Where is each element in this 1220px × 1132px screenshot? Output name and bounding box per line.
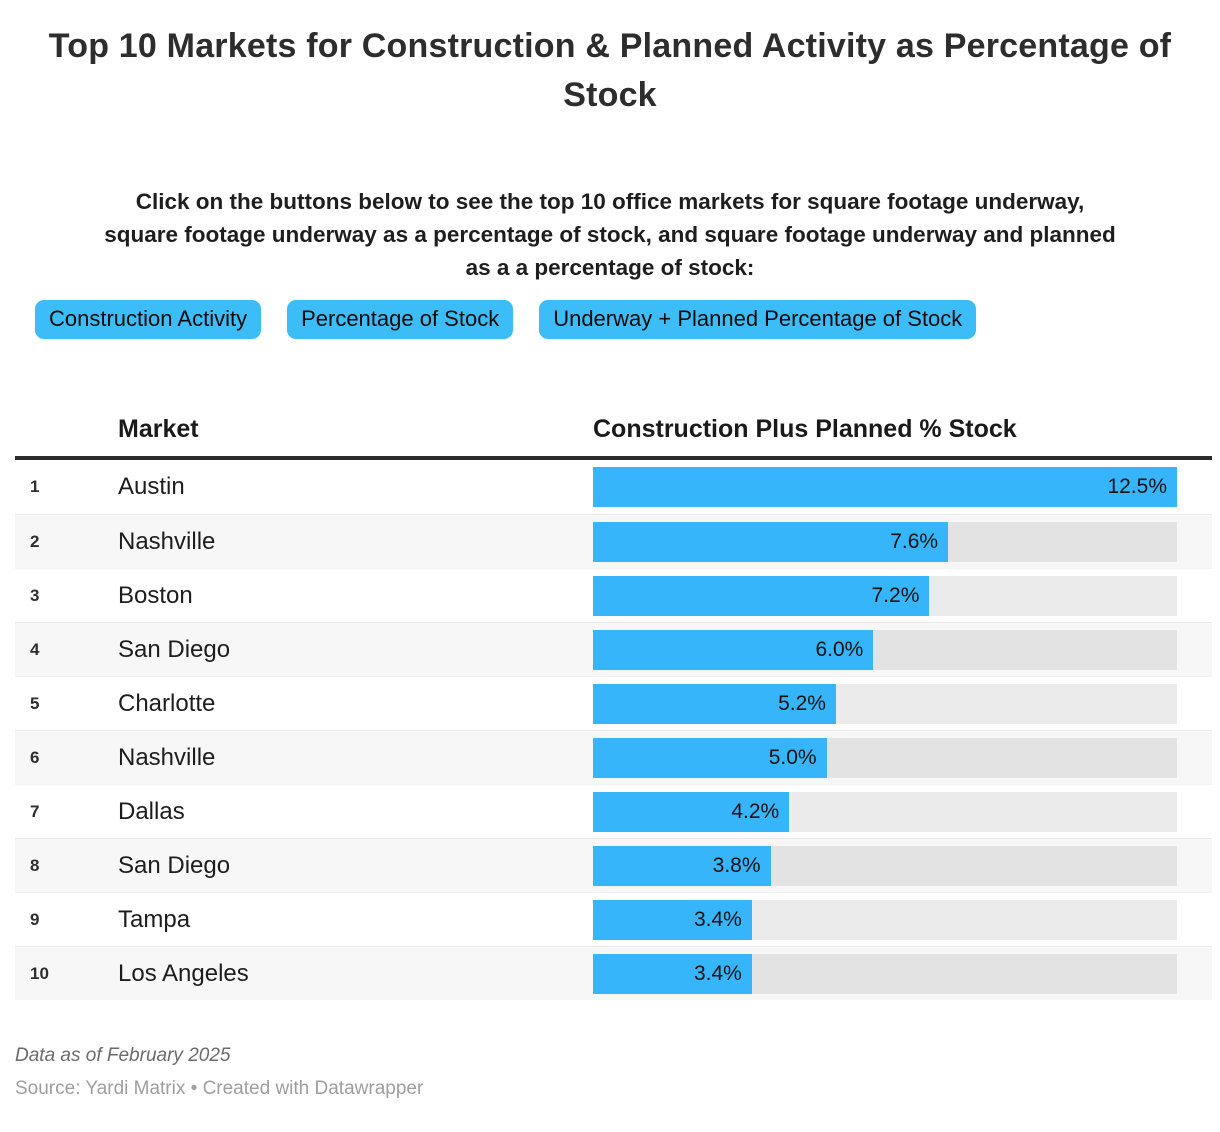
row-rank: 8 [30,855,40,875]
value-bar: 7.2% [593,575,930,616]
column-header-value: Construction Plus Planned % Stock [593,415,1017,444]
bar-track: 6.0% [593,629,1177,670]
bar-value-label: 5.2% [778,691,826,715]
value-bar: 6.0% [593,629,874,670]
bar-track: 3.4% [593,953,1177,994]
metric-button-group: Construction Activity Percentage of Stoc… [35,300,1220,340]
table-row: 5 Charlotte 5.2% [15,676,1212,730]
bar-track: 5.0% [593,737,1177,778]
footer-source: Source: Yardi Matrix • Created with Data… [15,1078,424,1100]
bar-value-label: 7.6% [890,529,939,553]
datawrapper-bar-table: Top 10 Markets for Construction & Planne… [0,22,1220,1132]
row-rank: 3 [30,585,40,605]
table-row: 1 Austin 12.5% [15,460,1212,514]
value-bar: 4.2% [593,791,790,832]
bar-value-label: 7.2% [871,583,920,607]
value-bar: 12.5% [593,467,1177,508]
table-row: 9 Tampa 3.4% [15,892,1212,946]
row-rank: 5 [30,693,40,713]
bar-value-label: 5.0% [768,745,817,769]
bar-track: 7.6% [593,521,1177,562]
table-header-row: Market Construction Plus Planned % Stock [15,403,1212,461]
row-market-name: San Diego [118,635,231,663]
page-title: Top 10 Markets for Construction & Planne… [48,27,1172,115]
row-rank: 9 [30,909,40,929]
row-rank: 10 [30,963,49,983]
table-body: 1 Austin 12.5% 2 Nashville 7.6% 3 Boston [15,460,1212,1001]
bar-value-label: 4.2% [731,799,780,823]
intro-line-2: square footage underway as a percentage … [104,221,1116,247]
bar-value-label: 12.5% [1107,475,1167,499]
bar-track: 4.2% [593,791,1177,832]
table-row: 10 Los Angeles 3.4% [15,946,1212,1001]
row-market-name: Austin [118,473,185,501]
table-row: 8 San Diego 3.8% [15,838,1212,893]
table-row: 7 Dallas 4.2% [15,784,1212,838]
row-market-name: Tampa [118,905,191,933]
bar-track: 12.5% [593,467,1177,508]
row-market-name: Nashville [118,527,216,555]
row-rank: 6 [30,747,40,767]
intro-text: Click on the buttons below to see the to… [10,185,1210,285]
bar-value-label: 6.0% [815,637,864,661]
value-bar: 3.8% [593,845,771,886]
chart-footer: Data as of February 2025 Source: Yardi M… [15,1045,1205,1100]
bar-track: 5.2% [593,683,1177,724]
value-bar: 5.2% [593,683,836,724]
intro-line-1: Click on the buttons below to see the to… [135,188,1085,214]
table-row: 3 Boston 7.2% [15,568,1212,622]
button-percentage-of-stock[interactable]: Percentage of Stock [287,300,514,340]
table-row: 4 San Diego 6.0% [15,622,1212,677]
value-bar: 3.4% [593,899,752,940]
intro-line-3: as a a percentage of stock: [465,255,755,281]
column-header-market: Market [118,415,199,444]
table-row: 6 Nashville 5.0% [15,730,1212,785]
markets-table: Market Construction Plus Planned % Stock… [15,403,1212,1001]
value-bar: 5.0% [593,737,827,778]
button-construction-activity[interactable]: Construction Activity [35,300,262,340]
row-rank: 4 [30,639,40,659]
bar-track: 7.2% [593,575,1177,616]
row-rank: 2 [30,531,40,551]
row-market-name: Nashville [118,743,216,771]
row-market-name: Charlotte [118,689,216,717]
value-bar: 7.6% [593,521,949,562]
value-bar: 3.4% [593,953,752,994]
bar-track: 3.4% [593,899,1177,940]
bar-value-label: 3.4% [693,907,742,931]
row-market-name: Boston [118,581,193,609]
row-rank: 1 [30,477,40,497]
bar-value-label: 3.8% [712,853,761,877]
bar-value-label: 3.4% [693,961,742,985]
button-underway-planned-percentage-of-stock[interactable]: Underway + Planned Percentage of Stock [539,300,977,340]
row-market-name: San Diego [118,851,231,879]
row-market-name: Los Angeles [118,959,249,987]
row-market-name: Dallas [118,797,185,825]
footer-note: Data as of February 2025 [15,1045,231,1067]
bar-track: 3.8% [593,845,1177,886]
table-row: 2 Nashville 7.6% [15,514,1212,569]
row-rank: 7 [30,801,40,821]
